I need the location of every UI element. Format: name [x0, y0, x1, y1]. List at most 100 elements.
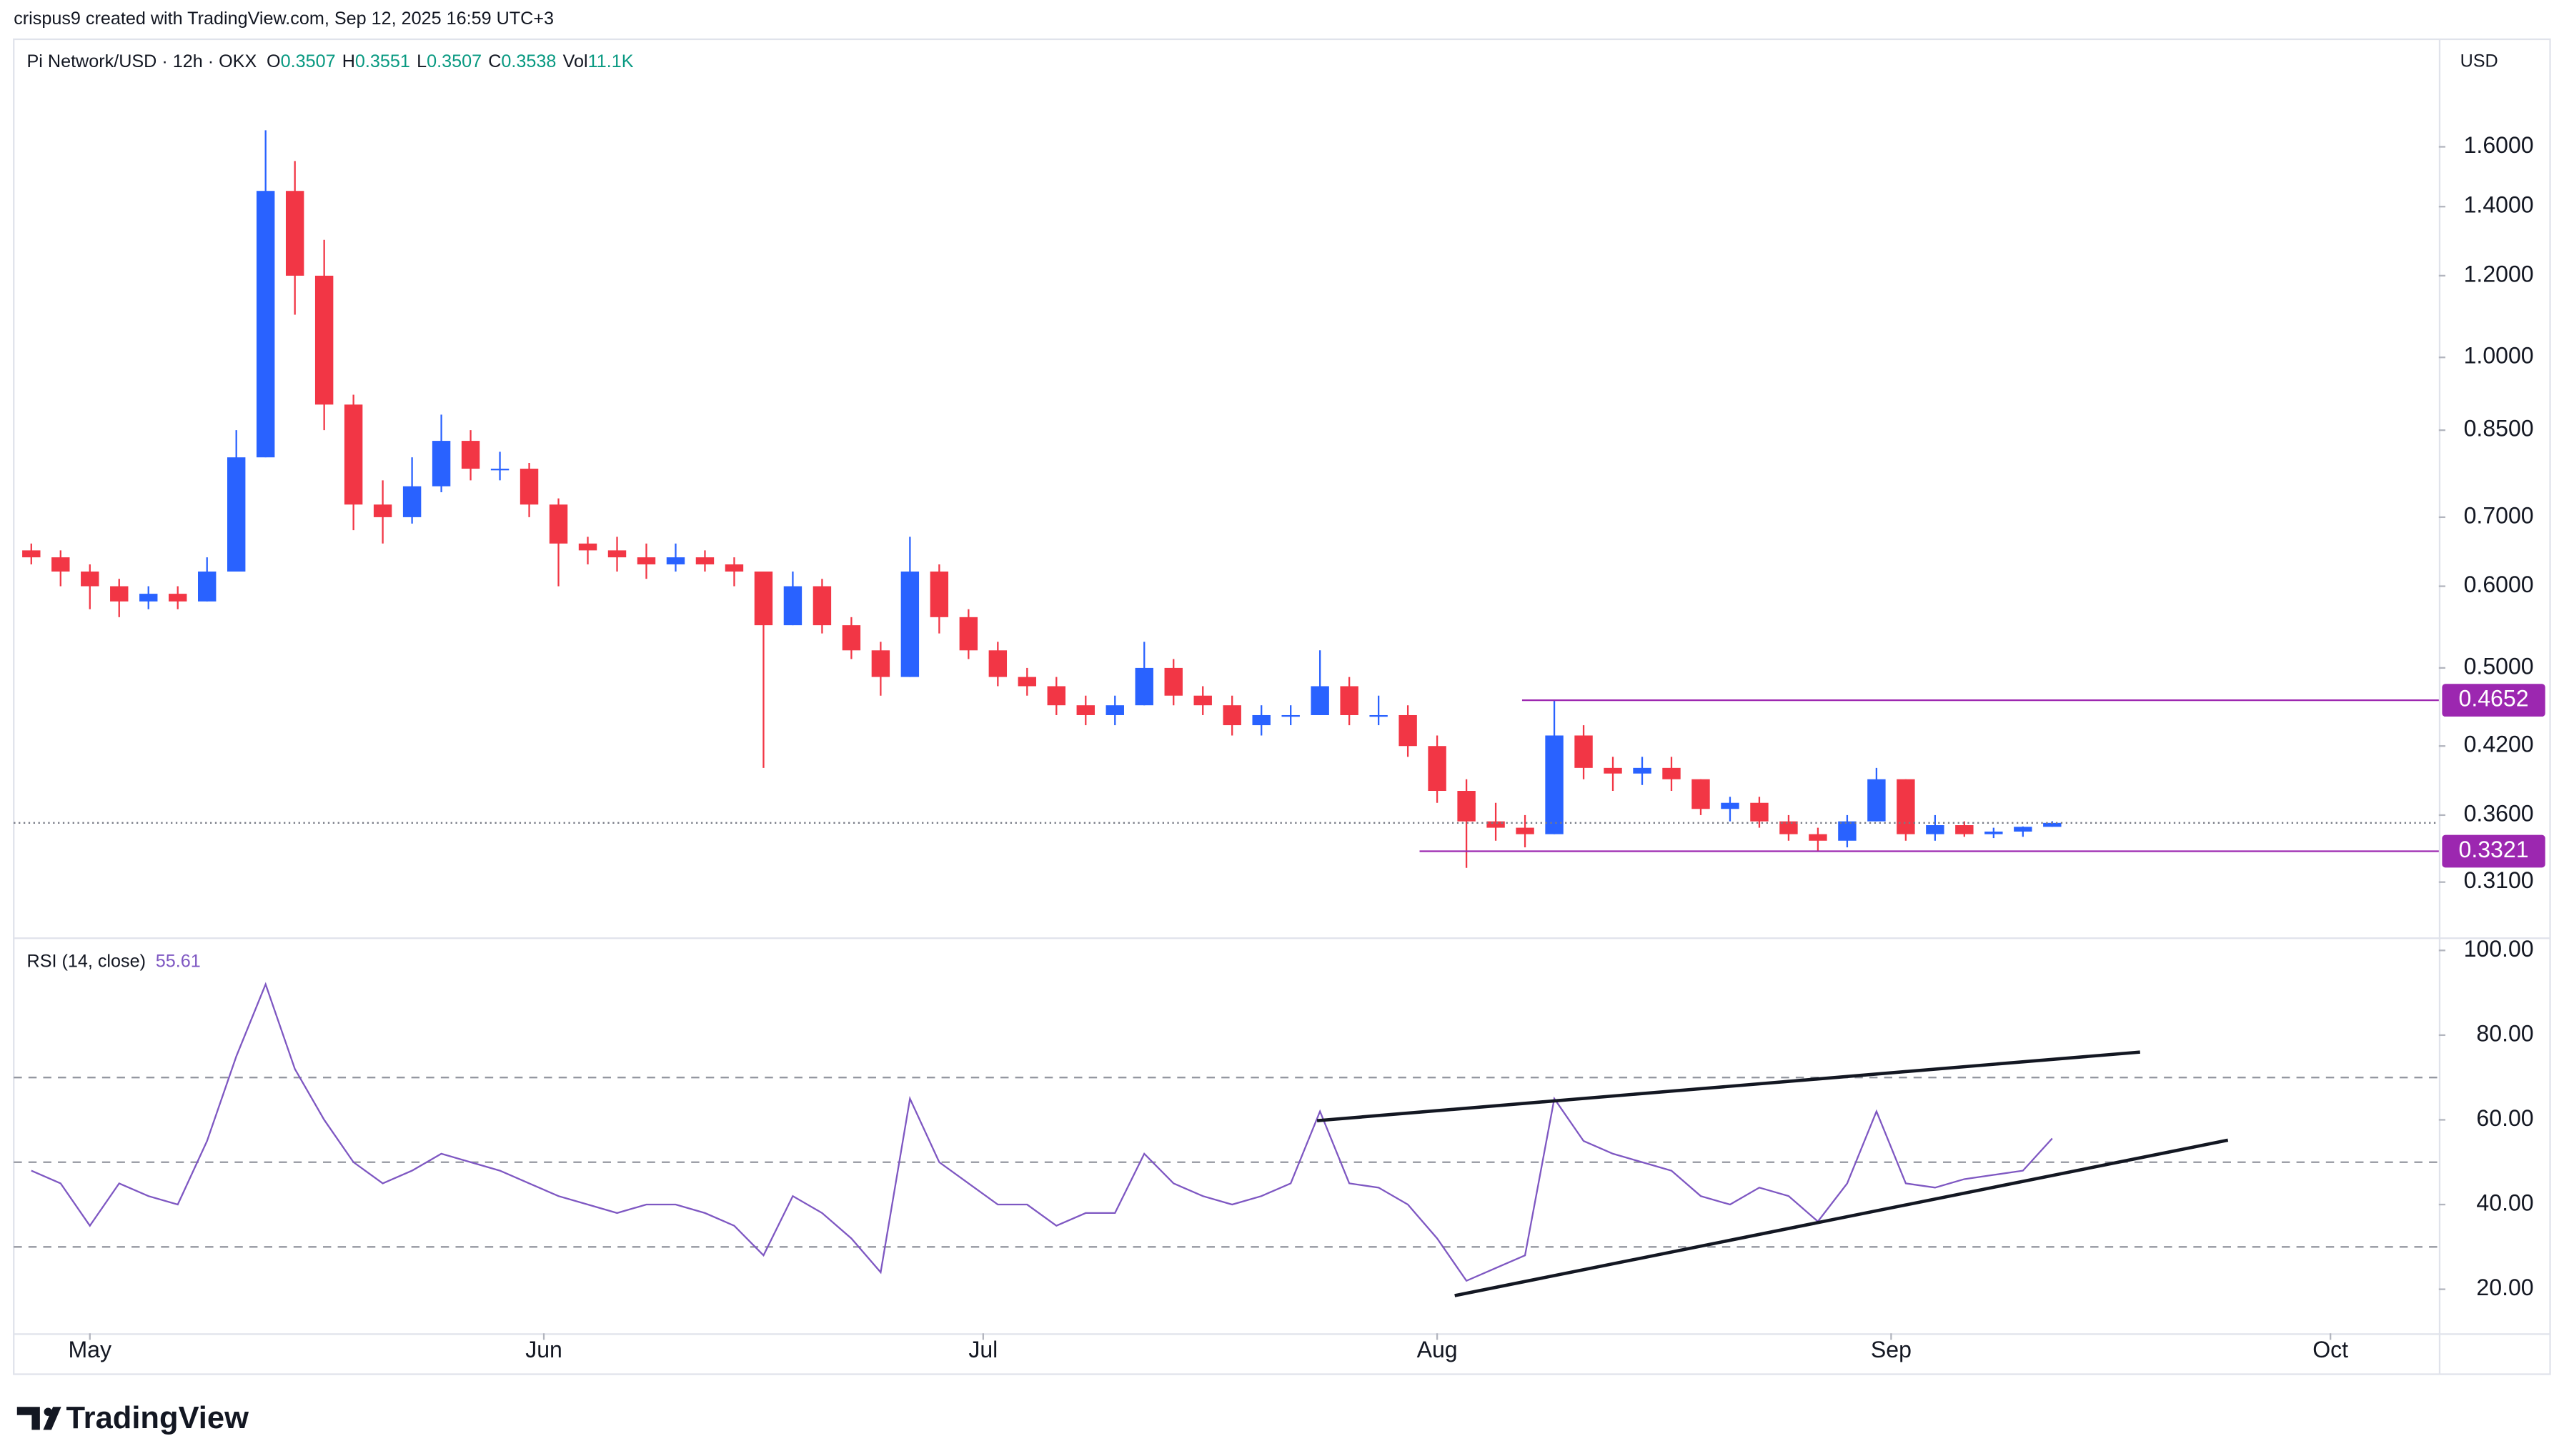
credit: crispus9 created with TradingView.com, S… — [14, 9, 554, 29]
trend-line — [1454, 1138, 2229, 1297]
candle-body — [1984, 831, 2003, 834]
candle-body — [1897, 779, 1915, 834]
rsi-y-tick-label: 100.00 — [2464, 936, 2534, 962]
candle-body — [314, 275, 334, 405]
logo-dot — [44, 1407, 53, 1416]
brand: TradingView — [66, 1401, 249, 1435]
y-tick-label: 0.7000 — [2464, 502, 2534, 528]
candle-body — [51, 557, 70, 572]
candle-body — [285, 191, 304, 276]
candle-body — [1750, 802, 1769, 822]
candle-body — [695, 557, 715, 564]
candle-body — [490, 469, 510, 471]
rsi-y-tick-label: 60.00 — [2476, 1105, 2533, 1131]
candle-body — [139, 594, 158, 602]
candle-body — [871, 650, 890, 677]
candle-body — [988, 650, 1008, 677]
rsi-line — [31, 982, 2053, 1282]
candle-body — [1779, 821, 1798, 834]
frame — [13, 38, 2551, 1375]
y-tick-label: 0.3600 — [2464, 800, 2534, 826]
x-tick-label: Jun — [525, 1337, 562, 1362]
trend-line — [1316, 1050, 2140, 1122]
x-tick-label: Sep — [1871, 1337, 1912, 1362]
candle-body — [1457, 791, 1476, 822]
rsi-legend: RSI (14, close) 55.61 — [27, 951, 201, 971]
currency: USD — [2460, 51, 2498, 71]
candle-body — [198, 572, 217, 602]
candle-body — [900, 572, 920, 677]
candle-body — [1662, 767, 1681, 779]
candle-body — [607, 550, 627, 558]
candle-body — [1926, 825, 1944, 834]
candle-body — [1867, 779, 1886, 822]
candle-body — [959, 617, 978, 651]
price-label-box — [2442, 834, 2545, 868]
candle-body — [930, 572, 949, 617]
candle-body — [1311, 686, 1329, 715]
candle-body — [1721, 802, 1739, 809]
candle-body — [1398, 714, 1417, 747]
logo-icon — [16, 1407, 61, 1430]
candle-body — [1691, 779, 1710, 809]
candle-body — [169, 594, 187, 602]
candle-body — [1516, 827, 1534, 834]
candle-body — [1164, 667, 1183, 696]
candle-body — [2043, 822, 2062, 827]
candle-body — [1281, 714, 1300, 717]
candle-body — [666, 557, 685, 564]
candle-body — [110, 586, 129, 602]
candle-body — [1428, 746, 1446, 792]
rsi-y-tick-label: 40.00 — [2476, 1190, 2533, 1216]
ohlc-label: H — [342, 51, 355, 71]
x-tick-label: Jul — [968, 1337, 998, 1362]
logo: TradingView — [16, 1401, 249, 1435]
candle-body — [1076, 705, 1095, 715]
symbol-title: Pi Network/USD · 12h · OKX — [27, 51, 257, 71]
candle-body — [22, 550, 41, 558]
x-tick-label: Oct — [2312, 1337, 2348, 1362]
candle-body — [1633, 767, 1651, 774]
rsi-y-tick-label: 80.00 — [2476, 1020, 2533, 1046]
candle-body — [1193, 695, 1212, 706]
candle-body — [1809, 834, 1827, 841]
candle-body — [1135, 667, 1153, 706]
rsi-y-tick-label: 20.00 — [2476, 1275, 2533, 1300]
candle-body — [1369, 714, 1388, 717]
y-tick-label: 1.2000 — [2464, 261, 2534, 286]
ohlc-value: 0.3507 — [427, 51, 482, 71]
candle-body — [1486, 821, 1505, 828]
candle-body — [549, 504, 568, 544]
ohlc-label: C — [488, 51, 501, 71]
candle-body — [2014, 827, 2032, 832]
candle-body — [520, 469, 539, 505]
candle-body — [1545, 735, 1564, 834]
legend: Pi Network/USD · 12h · OKX O0.3507 H0.3551… — [27, 51, 634, 71]
candle-body — [1223, 705, 1241, 726]
candle-body — [1955, 825, 1974, 834]
candle-body — [578, 543, 597, 551]
candle-body — [344, 404, 363, 505]
y-tick-label: 0.5000 — [2464, 653, 2534, 679]
rsi-title: RSI (14, close) — [27, 951, 146, 971]
ohlc-label: L — [417, 51, 427, 71]
price-label-box — [2442, 684, 2545, 717]
ohlc-value: 0.3551 — [355, 51, 410, 71]
ohlc-value: 0.3538 — [501, 51, 556, 71]
y-tick-label: 1.6000 — [2464, 132, 2534, 158]
candle-body — [256, 191, 275, 458]
y-tick-label: 0.6000 — [2464, 572, 2534, 597]
candle-body — [432, 441, 451, 487]
candle-body — [754, 572, 773, 626]
candle-body — [1105, 705, 1124, 715]
price-label: 0.3321 — [2459, 837, 2529, 862]
candle-body — [227, 457, 246, 572]
y-tick-label: 0.3100 — [2464, 867, 2534, 893]
candle-body — [81, 572, 99, 587]
candle-body — [813, 586, 832, 626]
candle-body — [637, 557, 656, 564]
candle-body — [402, 486, 422, 517]
